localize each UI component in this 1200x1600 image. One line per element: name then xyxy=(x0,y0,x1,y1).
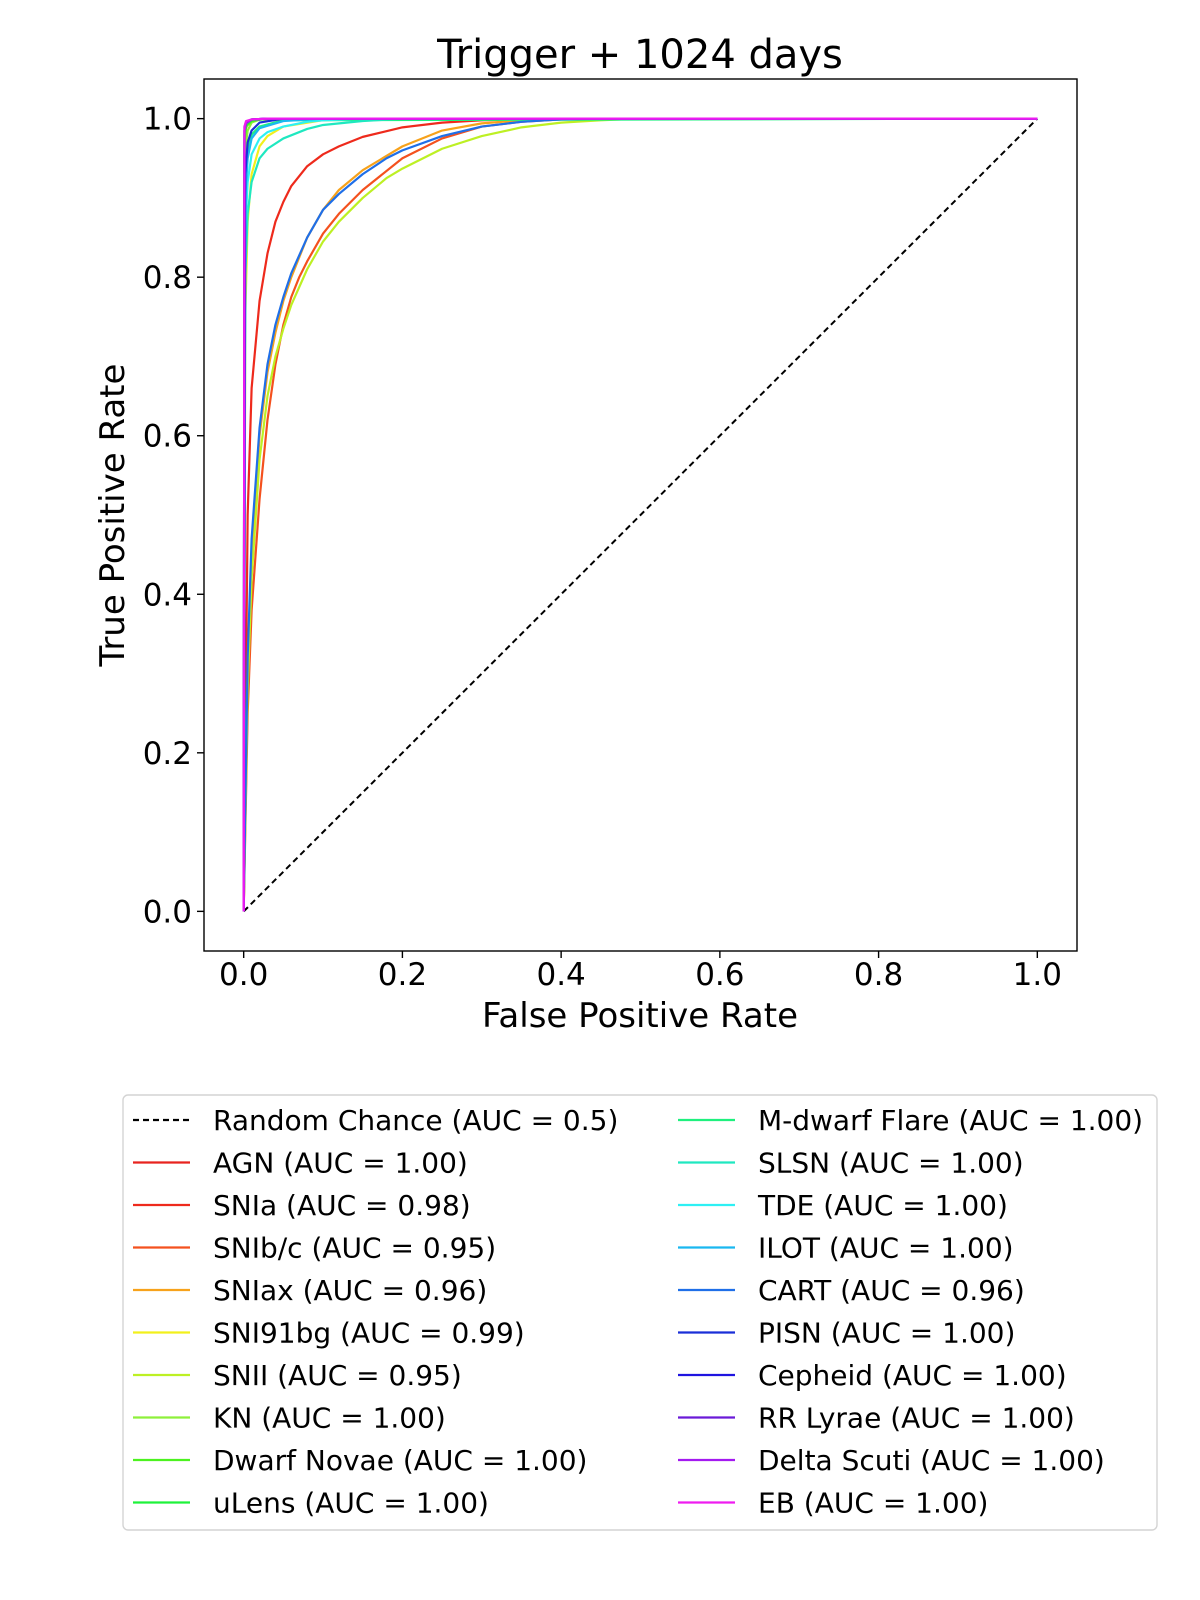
ticks-layer: 0.0 0.2 0.4 0.6 0.8 1.0 0.0 0.2 0.4 0.6 0.8 1.0 xyxy=(143,102,1062,993)
legend-label: KN (AUC = 1.00) xyxy=(213,1402,446,1435)
legend-label: SLSN (AUC = 1.00) xyxy=(758,1147,1024,1180)
legend-label: SNIa (AUC = 0.98) xyxy=(213,1189,471,1222)
legend-label: SNIb/c (AUC = 0.95) xyxy=(213,1232,496,1265)
legend-label: SNI91bg (AUC = 0.99) xyxy=(213,1317,525,1350)
legend-label: Random Chance (AUC = 0.5) xyxy=(213,1104,618,1137)
y-tick-label: 0.6 xyxy=(143,419,192,455)
roc-curve-13 xyxy=(242,117,1038,912)
legend-label: ILOT (AUC = 1.00) xyxy=(758,1232,1014,1265)
x-tick-label: 0.0 xyxy=(219,957,268,993)
legend: Random Chance (AUC = 0.5) AGN (AUC = 1.00… xyxy=(133,1104,1143,1520)
legend-label: AGN (AUC = 1.00) xyxy=(213,1147,468,1180)
random-chance-line xyxy=(242,117,1039,913)
chart-title: Trigger + 1024 days xyxy=(436,32,843,78)
x-tick-label: 0.6 xyxy=(695,957,744,993)
roc-curve-1 xyxy=(242,117,1038,912)
y-tick-label: 0.2 xyxy=(143,736,192,772)
x-axis-title: False Positive Rate xyxy=(482,996,798,1036)
roc-curve-18 xyxy=(242,117,1038,912)
legend-label: M-dwarf Flare (AUC = 1.00) xyxy=(758,1104,1143,1137)
legend-label: Delta Scuti (AUC = 1.00) xyxy=(758,1444,1105,1477)
legend-label: EB (AUC = 1.00) xyxy=(758,1487,988,1520)
roc-curve-10 xyxy=(242,117,1038,912)
plot-frame xyxy=(203,78,1078,952)
legend-label: PISN (AUC = 1.00) xyxy=(758,1317,1015,1350)
legend-label: uLens (AUC = 1.00) xyxy=(213,1487,489,1520)
y-tick-label: 0.8 xyxy=(143,260,192,296)
x-tick-label: 0.8 xyxy=(854,957,903,993)
legend-label: Cepheid (AUC = 1.00) xyxy=(758,1359,1067,1392)
legend-label: RR Lyrae (AUC = 1.00) xyxy=(758,1402,1075,1435)
legend-label: TDE (AUC = 1.00) xyxy=(757,1189,1008,1222)
x-tick-label: 0.4 xyxy=(536,957,585,993)
y-tick-label: 0.0 xyxy=(143,894,192,930)
x-tick-label: 0.2 xyxy=(378,957,427,993)
y-tick-label: 1.0 xyxy=(143,102,192,138)
roc-curve-5 xyxy=(242,117,1038,912)
legend-label: SNII (AUC = 0.95) xyxy=(213,1359,462,1392)
y-tick-label: 0.4 xyxy=(143,577,192,613)
legend-label: CART (AUC = 0.96) xyxy=(758,1274,1025,1307)
legend-box xyxy=(122,1094,1158,1531)
legend-label: SNIax (AUC = 0.96) xyxy=(213,1274,487,1307)
y-axis-title: True Positive Rate xyxy=(93,364,133,668)
curves-layer xyxy=(242,117,1039,913)
x-tick-label: 1.0 xyxy=(1013,957,1062,993)
legend-label: Dwarf Novae (AUC = 1.00) xyxy=(213,1444,587,1477)
